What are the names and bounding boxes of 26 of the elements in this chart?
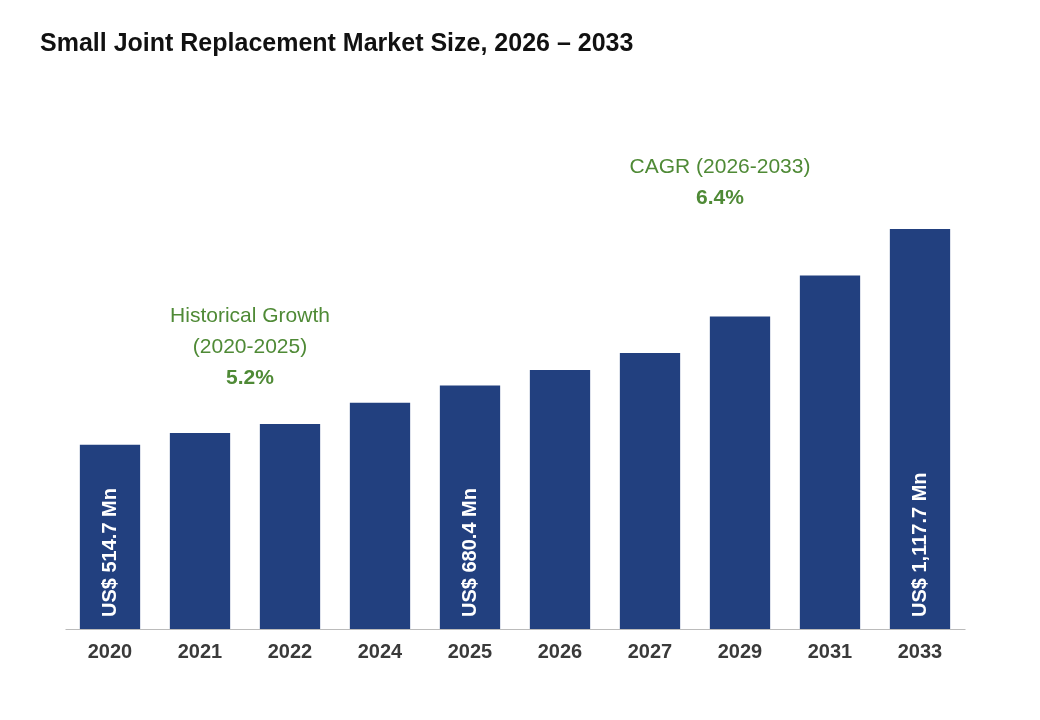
- annotation: Historical Growth (2020-2025) 5.2%: [170, 303, 330, 388]
- bar: [799, 275, 861, 629]
- bar: [259, 423, 321, 629]
- x-tick-label: 2025: [447, 639, 493, 662]
- x-tick-label: 2024: [357, 639, 404, 662]
- x-tick-label: 2026: [537, 639, 583, 662]
- text: CAGR (2026-2033) 6.4%: [629, 153, 811, 208]
- chart-title: Small Joint Replacement Market Size, 2026 – 2033: [40, 27, 634, 56]
- bar: [439, 385, 501, 629]
- bar: [529, 369, 591, 629]
- x-tick-label: 2027: [627, 639, 673, 662]
- data-label: US$ 514.7 Mn: [98, 488, 120, 617]
- data-label: US$ 680.4 Mn: [458, 488, 480, 617]
- x-tick-label: 2021: [177, 639, 223, 662]
- bar: [79, 444, 141, 629]
- x-tick-label: 2020: [87, 639, 133, 662]
- x-tick-label: 2033: [897, 639, 943, 662]
- bar: [889, 229, 951, 629]
- data-label: US$ 1,117.7 Mn: [908, 472, 930, 617]
- bar: [619, 353, 681, 629]
- bar: [709, 316, 771, 629]
- x-tick-label: 2022: [267, 639, 313, 662]
- bar: [169, 432, 231, 629]
- x-tick-label: 2029: [717, 639, 763, 662]
- x-tick-label: 2031: [807, 639, 853, 662]
- bar: [349, 402, 411, 629]
